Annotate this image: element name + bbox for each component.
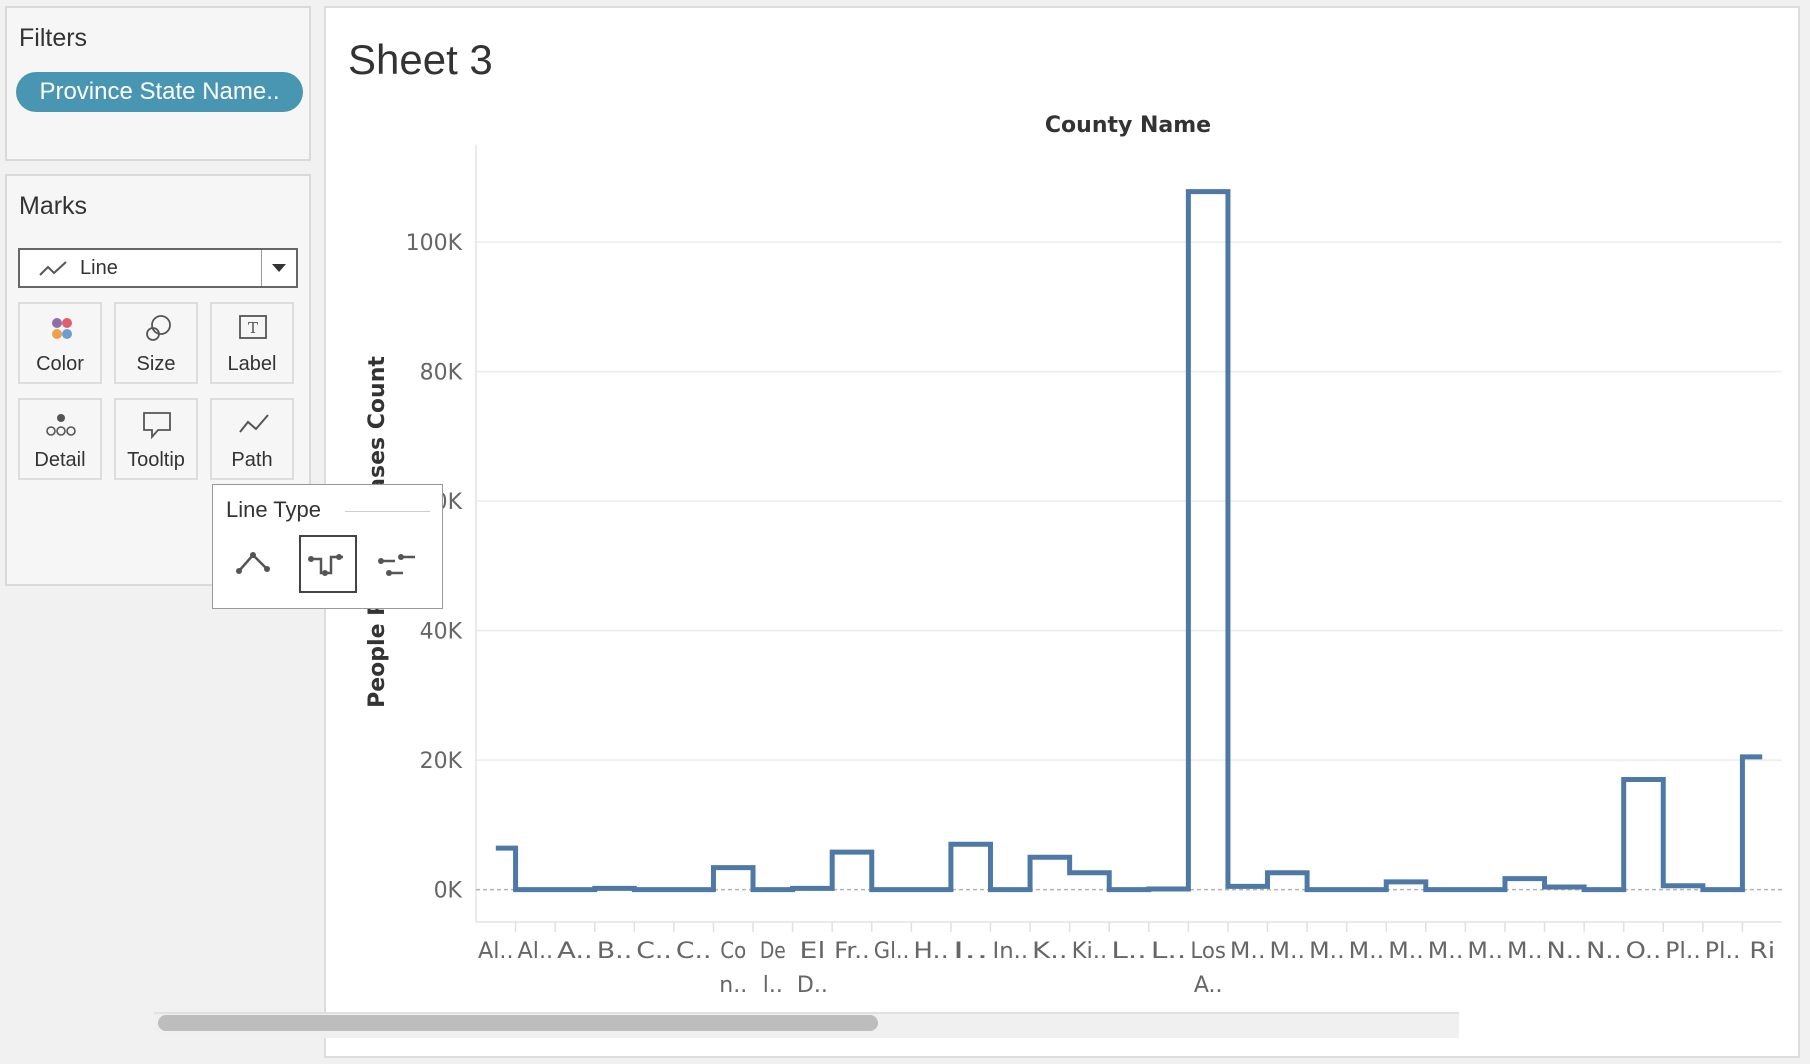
mark-type-dropdown[interactable]: Line [18,248,298,288]
x-tick-label: Ri [1749,939,1775,964]
linear-line-icon [236,552,270,574]
x-tick-label: H.. [913,939,949,964]
x-tick-label: L.. [1111,939,1147,964]
x-tick-label: K.. [1032,939,1068,964]
chart-gridlines [475,145,1782,923]
x-tick-label: M.. [1309,939,1345,964]
line-type-divider [345,511,430,512]
y-tick-label: 100K [406,231,463,256]
path-button-label: Path [231,449,273,471]
x-tick-label: M.. [1388,939,1424,964]
x-tick-label: M.. [1349,939,1385,964]
x-tick-label: A.. [557,939,593,964]
x-tick-label: O.. [1626,939,1662,964]
x-tick-label: N.. [1586,939,1622,964]
speech-bubble-icon [143,412,171,440]
horizontal-scrollbar-thumb[interactable] [158,1015,878,1031]
y-tick-label: 20K [420,749,463,774]
x-tick-label: C.. [676,939,712,964]
dropdown-separator [261,250,262,286]
x-tick-label: N.. [1547,939,1583,964]
x-tick-label: Co [720,939,746,964]
line-type-jump-option[interactable] [371,535,429,593]
x-tick-label: M.. [1230,939,1266,964]
x-tick-label-line2: D.. [797,973,828,998]
line-chart-icon [39,261,67,276]
tooltip-button-label: Tooltip [127,449,185,471]
mark-type-label: Line [80,257,118,279]
x-tick-label: C.. [636,939,672,964]
x-tick-label: De [760,939,786,964]
chart-title: County Name [1045,113,1211,138]
x-tick-label: Fr.. [834,939,870,964]
color-dots-icon [52,318,72,339]
color-button[interactable]: Color [18,302,102,384]
size-button[interactable]: Size [114,302,198,384]
label-button-label: Label [227,353,277,375]
x-tick-label: Pl.. [1665,939,1701,964]
line-type-step-option[interactable] [299,535,357,593]
text-t-icon: T [239,315,267,339]
sheet-view: Sheet 3 [324,6,1800,1058]
label-button[interactable]: T Label [210,302,294,384]
x-tick-label: Los [1190,939,1226,964]
x-tick-label: El [799,939,825,964]
x-tick-label-line2: l.. [763,973,783,998]
x-tick-label: In.. [992,939,1028,964]
y-axis-ticks: 0K20K40K60K80K100K [406,231,463,904]
x-tick-label: I.. [953,939,989,964]
x-axis-columns [514,922,1744,932]
x-tick-label: M.. [1270,939,1306,964]
x-tick-label: B.. [597,939,633,964]
detail-dots-icon [46,414,76,436]
x-tick-label: Gl.. [874,939,910,964]
x-tick-label: L.. [1151,939,1187,964]
x-tick-label: M.. [1507,939,1543,964]
path-line-icon [239,414,269,433]
path-button[interactable]: Path [210,398,294,480]
filter-pill-province-state[interactable]: Province State Name.. [16,72,303,112]
filters-panel: Filters Province State Name.. [5,6,311,161]
filters-title: Filters [19,24,88,52]
y-tick-label: 0K [434,879,463,904]
sheet-title: Sheet 3 [348,36,493,83]
size-button-label: Size [136,353,176,375]
x-tick-label-line2: n.. [719,973,747,998]
jump-line-icon [378,554,415,576]
x-tick-label: M.. [1428,939,1464,964]
x-tick-label: M.. [1467,939,1503,964]
svg-text:T: T [248,319,258,337]
x-axis-labels: Al.. Al.. A.. B.. C.. C.. Con..Del..ElD..Fr.. G… [478,939,1775,998]
y-tick-label: 40K [420,620,463,645]
detail-button[interactable]: Detail [18,398,102,480]
x-tick-label: Al.. [518,939,554,964]
tooltip-button[interactable]: Tooltip [114,398,198,480]
marks-title: Marks [19,192,88,220]
size-circles-icon [146,315,171,341]
detail-button-label: Detail [34,449,86,471]
x-tick-label: Pl.. [1705,939,1741,964]
line-type-popup: Line Type [212,484,443,609]
x-tick-label-line2: A.. [1194,973,1223,998]
color-button-label: Color [36,353,84,375]
x-tick-label: Ki.. [1072,939,1108,964]
line-type-title: Line Type [226,497,322,522]
line-type-linear-option[interactable] [227,535,285,593]
chevron-down-icon[interactable] [272,264,286,272]
step-line-icon [308,554,343,576]
x-tick-label: Al.. [478,939,514,964]
y-tick-label: 80K [420,361,463,386]
series-line-people-positive-cases [495,189,1763,893]
